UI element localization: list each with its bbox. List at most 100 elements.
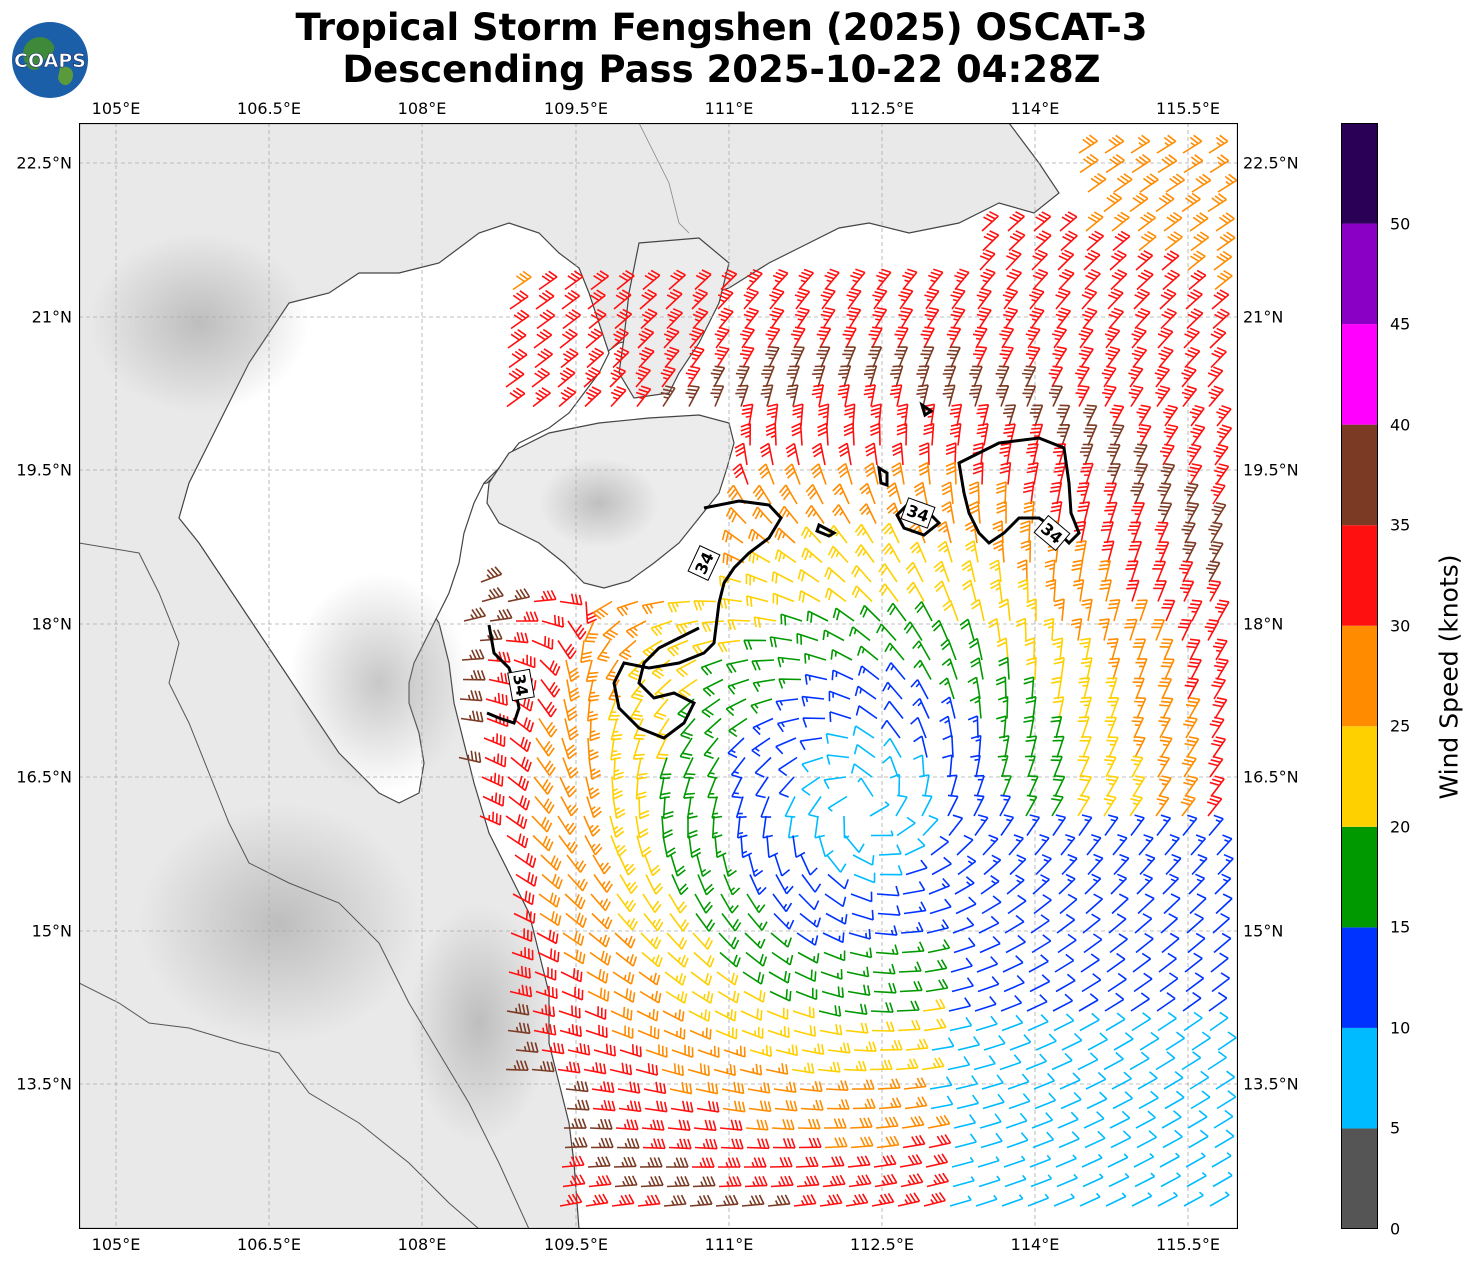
- wind-barb: [753, 616, 777, 628]
- wind-barb: [1030, 914, 1050, 934]
- wind-barb: [874, 925, 898, 936]
- wind-barb: [778, 484, 798, 505]
- wind-barb: [585, 659, 599, 683]
- wind-barb: [1135, 932, 1154, 954]
- wind-barb: [682, 757, 696, 779]
- wind-barb: [1083, 424, 1098, 446]
- wind-barb: [1164, 1090, 1185, 1110]
- wind-barb: [540, 854, 562, 871]
- wind-barb: [1078, 134, 1098, 154]
- wind-barb: [800, 526, 822, 544]
- wind-barb: [996, 715, 1007, 739]
- lon-tick-top: 111°E: [704, 99, 754, 118]
- wind-barb: [1161, 599, 1176, 622]
- wind-barb: [981, 895, 1002, 915]
- wind-barb: [1159, 736, 1173, 758]
- wind-barb: [1073, 520, 1087, 544]
- wind-barb: [719, 575, 742, 588]
- wind-barb: [772, 893, 793, 913]
- wind-barb: [1052, 993, 1074, 1012]
- wind-barb: [589, 1118, 613, 1130]
- wind-barb: [795, 1156, 819, 1168]
- wind-barb: [970, 598, 985, 622]
- wind-barb: [510, 309, 530, 330]
- wind-barb: [999, 794, 1012, 817]
- wind-barb: [995, 385, 1010, 407]
- wind-barb: [870, 403, 882, 427]
- wind-barb: [825, 732, 849, 744]
- wind-barb: [531, 815, 553, 833]
- wind-barb: [952, 917, 975, 934]
- wind-barb: [776, 717, 800, 733]
- wind-barb: [1216, 405, 1232, 427]
- wind-barb: [746, 1138, 770, 1150]
- wind-barb: [585, 776, 600, 800]
- wind-barb: [920, 326, 935, 349]
- wind-barb: [1186, 912, 1205, 934]
- wind-barb: [541, 614, 564, 628]
- wind-barb: [999, 1054, 1022, 1071]
- wind-barb: [826, 1099, 850, 1110]
- wind-barb: [1130, 755, 1144, 778]
- wind-barb: [942, 754, 953, 778]
- wind-barb: [1128, 540, 1143, 563]
- wind-barb: [1135, 250, 1154, 271]
- wind-barb: [536, 929, 559, 945]
- wind-barb: [772, 1138, 796, 1149]
- wind-barb: [1160, 658, 1175, 680]
- wind-barb: [611, 776, 623, 800]
- wind-barb: [694, 269, 712, 291]
- wind-barb: [769, 989, 792, 1002]
- wind-barb: [1027, 1014, 1049, 1032]
- wind-barb: [1155, 794, 1170, 817]
- lon-tick-bottom: 114°E: [1010, 1235, 1060, 1254]
- wind-barb: [1104, 716, 1117, 739]
- wind-barb: [1078, 326, 1094, 349]
- wind-barb: [904, 838, 926, 856]
- wind-barb: [638, 346, 655, 369]
- wind-barb: [745, 951, 768, 967]
- wind-barb: [995, 676, 1007, 700]
- wind-barb: [844, 1003, 868, 1015]
- wind-barb: [844, 834, 865, 854]
- wind-barb: [896, 816, 916, 837]
- wind-barb: [461, 648, 485, 661]
- wind-barb: [1160, 463, 1176, 485]
- wind-barb: [875, 1116, 899, 1129]
- wind-barb: [1208, 385, 1224, 408]
- wind-barb: [821, 986, 844, 999]
- wind-barb: [811, 442, 826, 466]
- wind-barb: [1136, 1130, 1158, 1149]
- wind-barb: [1212, 697, 1228, 719]
- wind-barb: [1053, 656, 1065, 680]
- wind-barb: [1078, 676, 1091, 700]
- wind-barb: [912, 640, 931, 661]
- wind-barb: [531, 367, 550, 388]
- wind-barb: [823, 950, 846, 962]
- wind-barb: [766, 403, 779, 427]
- wind-barb: [1183, 1011, 1203, 1032]
- wind-barb: [739, 346, 755, 368]
- wind-barb: [969, 384, 983, 407]
- wind-barb: [1034, 1092, 1057, 1110]
- wind-barb: [1188, 599, 1203, 622]
- contour-34kt: [877, 465, 889, 488]
- wind-barb: [852, 1079, 875, 1090]
- wind-barb: [563, 698, 578, 722]
- wind-barb: [879, 1040, 903, 1051]
- wind-barb: [718, 932, 740, 950]
- wind-barb: [1159, 1152, 1180, 1168]
- wind-barb: [1110, 424, 1125, 446]
- wind-barb: [1051, 1052, 1073, 1071]
- lat-tick-left: 18°N: [31, 614, 72, 634]
- wind-barb: [792, 403, 804, 427]
- wind-barb: [845, 1022, 869, 1034]
- wind-barb: [1077, 716, 1090, 739]
- wind-barb: [1213, 250, 1233, 271]
- wind-barb: [653, 698, 669, 720]
- colorbar-segment: [1341, 424, 1378, 526]
- wind-barb: [1104, 134, 1125, 154]
- wind-barb: [827, 545, 849, 564]
- wind-barb: [720, 893, 739, 914]
- wind-barb: [1209, 154, 1230, 174]
